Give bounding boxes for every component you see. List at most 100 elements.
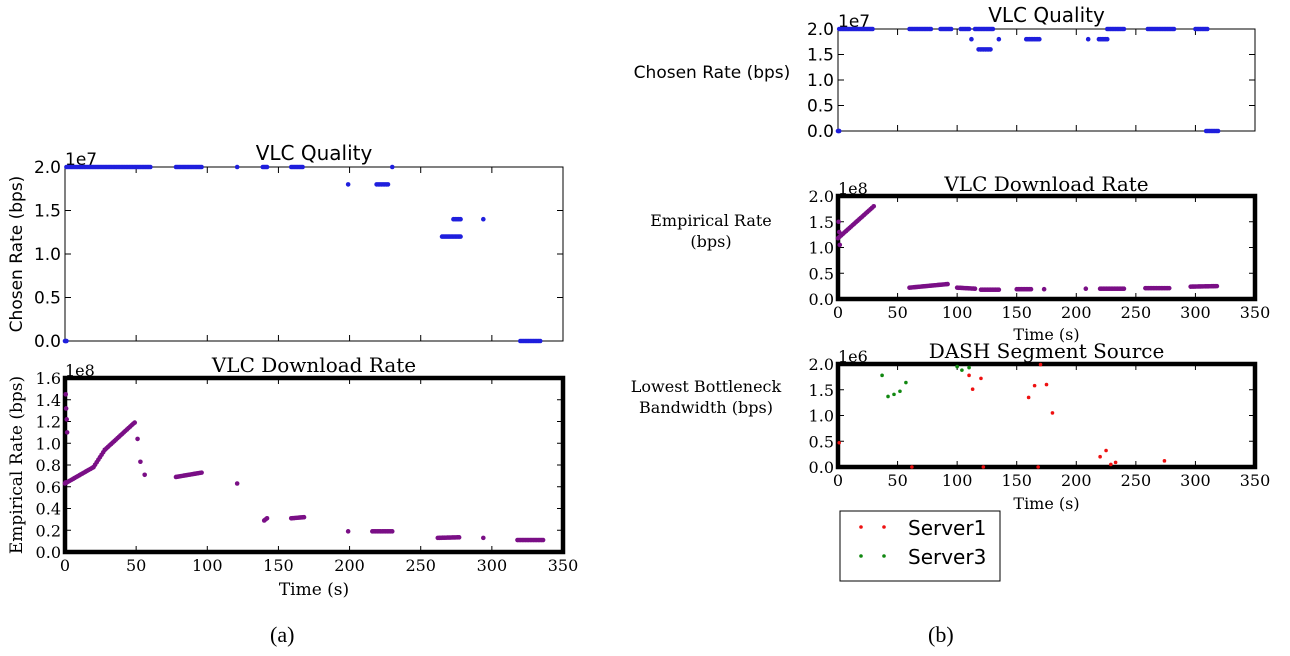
data-point <box>960 368 964 372</box>
y-tick-label: 0.0 <box>807 122 834 142</box>
y-tick-label: 0.5 <box>809 432 834 451</box>
series-blue <box>835 26 1221 134</box>
series-blue <box>62 164 543 344</box>
y-tick-label: 1.5 <box>807 46 834 66</box>
data-point <box>1085 36 1091 42</box>
y-tick-label: 0.4 <box>36 500 61 519</box>
x-tick-label: 150 <box>1001 471 1032 490</box>
y-tick-label: 0.0 <box>809 458 834 477</box>
data-point <box>1166 285 1172 291</box>
x-tick-label: 250 <box>1121 303 1152 322</box>
chart-title: VLC Download Rate <box>943 172 1148 196</box>
data-point <box>1121 26 1127 32</box>
data-point <box>1113 460 1118 465</box>
y-tick-label: 0.6 <box>36 478 61 497</box>
x-tick-label: 50 <box>126 556 146 575</box>
x-tick-label: 150 <box>263 556 294 575</box>
x-axis-label: Time (s) <box>279 580 349 600</box>
data-point <box>1083 286 1089 292</box>
legend-marker <box>859 525 863 529</box>
y-tick-label: 0.5 <box>807 97 834 117</box>
y-axis-label: Chosen Rate (bps) <box>7 176 27 333</box>
plot-frame <box>837 28 1256 132</box>
data-point <box>301 514 307 520</box>
data-point <box>458 216 463 222</box>
data-point <box>64 430 70 435</box>
y-axis-label: Empirical Rate (bps) <box>650 211 772 251</box>
chart-title: VLC Quality <box>256 141 373 165</box>
plot-frame <box>835 361 1258 470</box>
y-tick-label: 1.0 <box>36 434 61 453</box>
data-point <box>836 219 841 225</box>
data-point <box>996 36 1002 42</box>
y-tick-label: 1.0 <box>807 71 834 91</box>
series-server1 <box>837 362 1167 469</box>
y-tick-label: 1.5 <box>809 213 834 232</box>
y-tick-label: 0.5 <box>809 264 834 283</box>
x-tick-label: 250 <box>405 556 436 575</box>
data-point <box>1098 454 1102 459</box>
data-point <box>1104 36 1110 42</box>
plot-frame <box>62 375 566 555</box>
data-point <box>904 380 908 385</box>
y-tick-label: 2.0 <box>807 20 834 40</box>
data-point <box>1171 26 1177 32</box>
data-point <box>264 515 270 521</box>
plot-frame <box>835 193 1258 302</box>
data-point <box>1028 286 1034 292</box>
y-tick-label: 0.8 <box>36 456 61 475</box>
data-point <box>148 164 153 170</box>
data-point <box>1026 395 1031 400</box>
data-point <box>972 286 978 292</box>
data-point <box>63 392 69 397</box>
chart-b-dash-segment-source: 0 50 100 150 200 250 300 350 0.0 0.5 1.0 1.5 2.0 1e6 D… <box>631 339 1270 513</box>
data-point <box>871 204 877 209</box>
data-point <box>138 459 143 465</box>
data-point <box>945 281 950 287</box>
legend-marker <box>882 554 886 558</box>
y-offset-label: 1e8 <box>65 361 95 380</box>
y-tick-label: 0.2 <box>36 521 61 540</box>
data-point <box>981 465 986 469</box>
data-point <box>955 364 959 369</box>
x-tick-label: 350 <box>548 556 579 575</box>
data-point <box>837 242 843 248</box>
data-point <box>966 26 972 32</box>
x-tick-label: 350 <box>1240 471 1271 490</box>
y-tick-label: 1.4 <box>36 391 61 410</box>
data-point <box>880 373 884 378</box>
series-purple <box>835 204 1220 293</box>
data-point <box>836 128 842 134</box>
data-point <box>1038 362 1043 367</box>
legend-marker <box>859 554 863 558</box>
data-point <box>996 287 1002 293</box>
data-point <box>142 472 147 478</box>
data-point <box>385 182 391 187</box>
data-point <box>456 535 462 540</box>
x-tick-label: 200 <box>1061 471 1092 490</box>
data-point <box>264 164 270 170</box>
data-point <box>990 26 996 32</box>
data-point <box>892 392 896 397</box>
chart-b-vlc-download-rate: 0 50 100 150 200 250 300 350 0.0 0.5 1.0 1.5 2.0 1e8 V… <box>650 172 1270 344</box>
x-tick-label: 100 <box>942 471 973 490</box>
y-offset-label: 1e6 <box>838 347 868 366</box>
y-tick-label: 1.5 <box>34 202 61 222</box>
y-tick-label: 0.0 <box>34 332 61 352</box>
x-tick-label: 0 <box>60 556 70 575</box>
x-tick-label: 0 <box>833 303 843 322</box>
x-tick-label: 200 <box>1061 303 1092 322</box>
data-point <box>1044 382 1049 387</box>
legend-frame <box>839 510 1001 582</box>
data-point <box>540 537 546 543</box>
data-point <box>135 436 140 442</box>
data-point <box>1162 459 1167 463</box>
data-point <box>389 164 395 170</box>
caption-b: (b) <box>928 622 954 647</box>
data-point <box>970 387 975 392</box>
legend-marker <box>882 525 886 529</box>
x-tick-label: 200 <box>334 556 365 575</box>
x-axis-label: Time (s) <box>1013 494 1079 513</box>
